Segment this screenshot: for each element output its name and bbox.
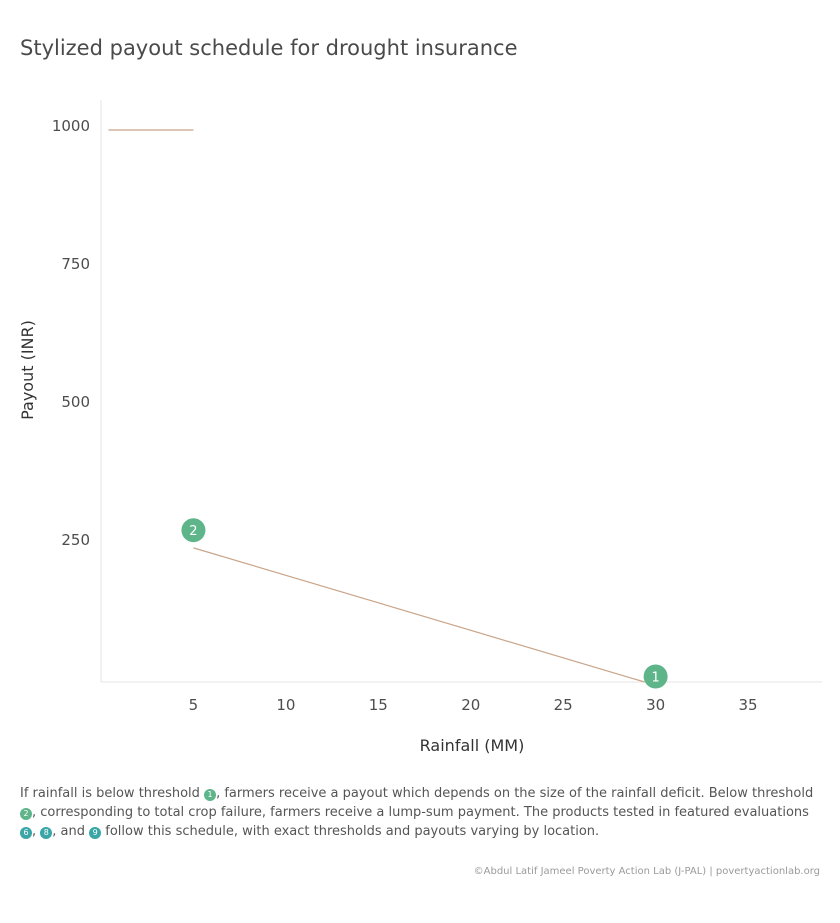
threshold-marker-label: 2 <box>189 524 197 539</box>
x-tick-label: 10 <box>276 696 295 714</box>
threshold-marker: 2 <box>181 518 206 543</box>
evaluation-8-marker: 8 <box>40 827 53 839</box>
chart-ticks: 5 10 15 20 25 30 35 250 500 750 1000 <box>52 117 758 714</box>
caption-text-2: , farmers receive a payout which depends… <box>216 786 814 801</box>
x-tick-label: 25 <box>554 696 573 714</box>
y-tick-label: 1000 <box>52 117 90 135</box>
x-tick-label: 20 <box>461 696 480 714</box>
x-tick-label: 35 <box>739 696 758 714</box>
y-tick-label: 250 <box>61 531 90 549</box>
caption-text-4: , and <box>52 824 90 839</box>
evaluation-9-marker: 9 <box>89 827 102 839</box>
x-tick-label: 15 <box>369 696 388 714</box>
threshold-marker-circle <box>643 664 668 689</box>
y-axis-label: Payout (INR) <box>18 320 37 420</box>
chart-series <box>108 129 645 683</box>
caption-separator: , <box>32 824 41 839</box>
threshold-2-marker: 2 <box>20 808 32 820</box>
caption-text-5: follow this schedule, with exact thresho… <box>101 824 600 839</box>
chart-axes <box>100 100 822 683</box>
caption-text-1: If rainfall is below threshold <box>20 786 205 801</box>
x-tick-label: 5 <box>189 696 199 714</box>
threshold-marker-label: 1 <box>651 670 659 685</box>
y-tick-label: 750 <box>61 255 90 273</box>
threshold-1-marker: 1 <box>204 789 217 801</box>
threshold-marker: 1 <box>643 664 668 689</box>
x-axis-label: Rainfall (MM) <box>420 736 525 755</box>
caption-text-3: , corresponding to total crop failure, f… <box>32 805 809 820</box>
x-tick-label: 30 <box>646 696 665 714</box>
copyright-credit: ©Abdul Latif Jameel Poverty Action Lab (… <box>473 866 820 877</box>
series-segment <box>193 547 645 683</box>
chart-title: Stylized payout schedule for drought ins… <box>20 36 518 60</box>
chart-annotations: 12 <box>181 518 668 689</box>
evaluation-6-marker: 6 <box>20 827 32 839</box>
y-tick-label: 500 <box>61 393 90 411</box>
chart-caption: If rainfall is below threshold 1, farmer… <box>20 784 820 841</box>
threshold-marker-circle <box>181 518 206 543</box>
